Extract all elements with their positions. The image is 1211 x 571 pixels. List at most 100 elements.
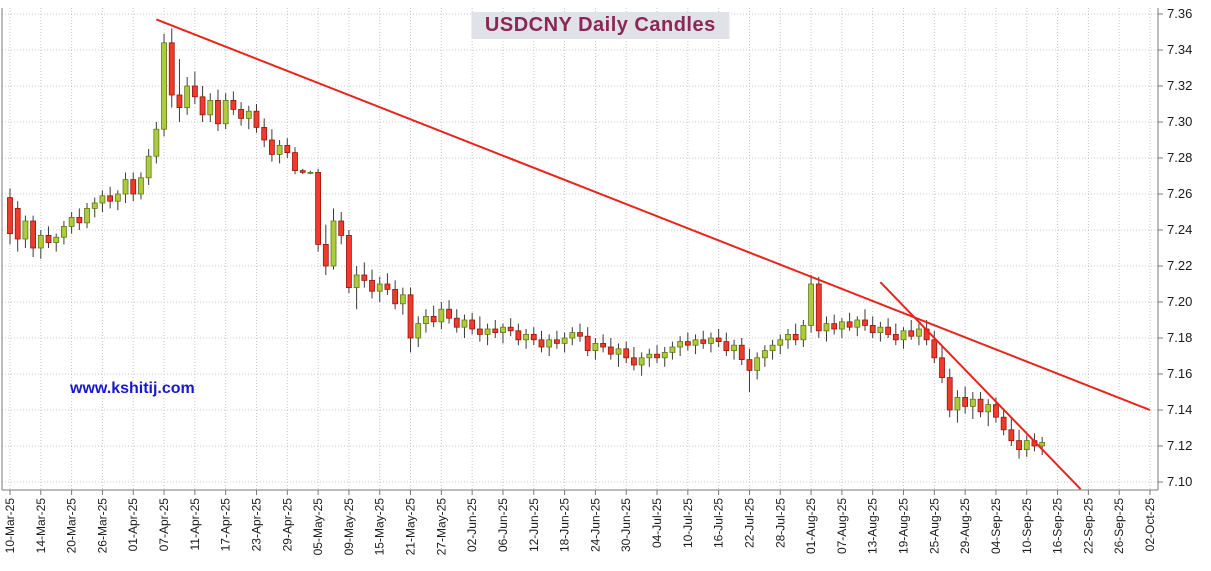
candle-body [191, 85, 198, 98]
x-axis-label: 05-May-25 [311, 498, 325, 556]
trendline [879, 281, 1082, 490]
candle-body [623, 348, 630, 359]
candle-body [238, 109, 244, 119]
trendlines-layer [155, 18, 1151, 490]
candle-body [346, 234, 352, 288]
candle-body [161, 42, 167, 130]
candle-body [207, 100, 214, 116]
candle-body [962, 396, 969, 407]
chart-title: USDCNY Daily Candles [470, 12, 730, 39]
y-axis-label: 7.26 [1167, 186, 1192, 201]
candle-body [946, 377, 953, 411]
candle-body [299, 170, 306, 173]
x-axis-label: 11-Apr-25 [188, 498, 202, 551]
candle-body [461, 319, 468, 328]
candle-body [869, 324, 876, 333]
candle-body [885, 326, 892, 335]
x-axis-label: 26-Mar-25 [95, 498, 109, 554]
x-axis-label: 24-Jun-25 [588, 498, 602, 552]
candle-body [823, 323, 830, 332]
x-axis-label: 20-Mar-25 [65, 498, 79, 554]
candle-body [399, 294, 406, 305]
candle-body [862, 319, 868, 326]
x-axis-label: 16-Sep-25 [1051, 498, 1065, 554]
x-axis-label: 01-Aug-25 [804, 498, 818, 554]
candle-body [507, 326, 514, 332]
candle-body [892, 333, 899, 341]
x-axis-label: 07-Aug-25 [835, 498, 849, 554]
candle-body [785, 333, 791, 341]
candle-body [954, 396, 961, 411]
candle-body [68, 216, 75, 227]
candle-body [669, 346, 676, 353]
x-axis-label: 23-Apr-25 [249, 498, 263, 552]
candle-body [530, 333, 537, 341]
grid-layer [2, 8, 1158, 490]
candle-body [307, 171, 314, 174]
y-axis-label: 7.12 [1167, 438, 1192, 453]
candle-body [815, 283, 822, 332]
candle-body [145, 155, 152, 179]
candle-body [45, 234, 52, 243]
candle-body [985, 404, 992, 413]
candle-body [600, 342, 607, 348]
candle-body [854, 319, 861, 328]
x-axis-label: 09-May-25 [342, 498, 356, 556]
x-axis-label: 25-Aug-25 [927, 498, 941, 554]
candle-body [384, 283, 391, 290]
candle-body [268, 139, 275, 155]
candle-body [438, 308, 445, 323]
candle-body [430, 315, 437, 323]
candle-body [977, 398, 984, 413]
candle-body [469, 319, 476, 330]
candle-body [423, 315, 429, 324]
x-axis-label: 12-Jun-25 [527, 498, 541, 552]
candle-body [168, 42, 175, 96]
candle-body [654, 353, 660, 359]
candle-body [638, 357, 645, 366]
candle-body [838, 321, 845, 330]
candle-body [969, 398, 976, 407]
candle-body [538, 339, 545, 348]
axis-labels-layer: 7.36 7.34 7.32 7.30 7.28 7.26 7.24 7.22 7.20 7.18… [3, 6, 1192, 555]
x-axis-label: 17-Apr-25 [219, 498, 233, 552]
x-axis-label: 07-Apr-25 [157, 498, 171, 552]
x-axis-label: 15-May-25 [373, 498, 387, 556]
candle-body [515, 330, 522, 341]
candle-body [492, 328, 499, 333]
candle-body [446, 308, 452, 319]
candle-body [569, 332, 576, 339]
candle-body [353, 274, 360, 288]
candle-body [76, 216, 83, 224]
x-axis-label: 10-Mar-25 [3, 498, 17, 554]
watermark-text: www.kshitij.com [70, 380, 195, 397]
candle-body [1008, 429, 1015, 441]
candle-body [577, 332, 583, 337]
candle-body [284, 144, 291, 153]
candle-body [276, 144, 283, 155]
y-axis-label: 7.16 [1167, 366, 1192, 381]
trendline [155, 18, 1151, 411]
candle-body [61, 225, 67, 238]
candle-body [561, 337, 568, 344]
candle-body [338, 220, 345, 236]
candle-body [107, 195, 114, 202]
x-axis-label: 01-Apr-25 [126, 498, 140, 552]
candle-body [553, 339, 560, 344]
candle-body [376, 283, 383, 292]
y-axis-label: 7.14 [1167, 402, 1192, 417]
x-axis-label: 04-Sep-25 [989, 498, 1003, 554]
y-axis-label: 7.22 [1167, 258, 1192, 273]
candle-body [900, 330, 907, 341]
candle-body [453, 317, 460, 328]
candle-body [615, 348, 622, 355]
x-axis-label: 10-Jul-25 [681, 498, 695, 548]
x-axis-label: 30-Jun-25 [619, 498, 633, 552]
candle-body [723, 341, 730, 352]
x-axis-label: 19-Aug-25 [897, 498, 911, 554]
candle-body [392, 288, 399, 305]
candle-body [931, 339, 938, 359]
candle-body [808, 283, 814, 326]
candle-body [877, 326, 884, 334]
